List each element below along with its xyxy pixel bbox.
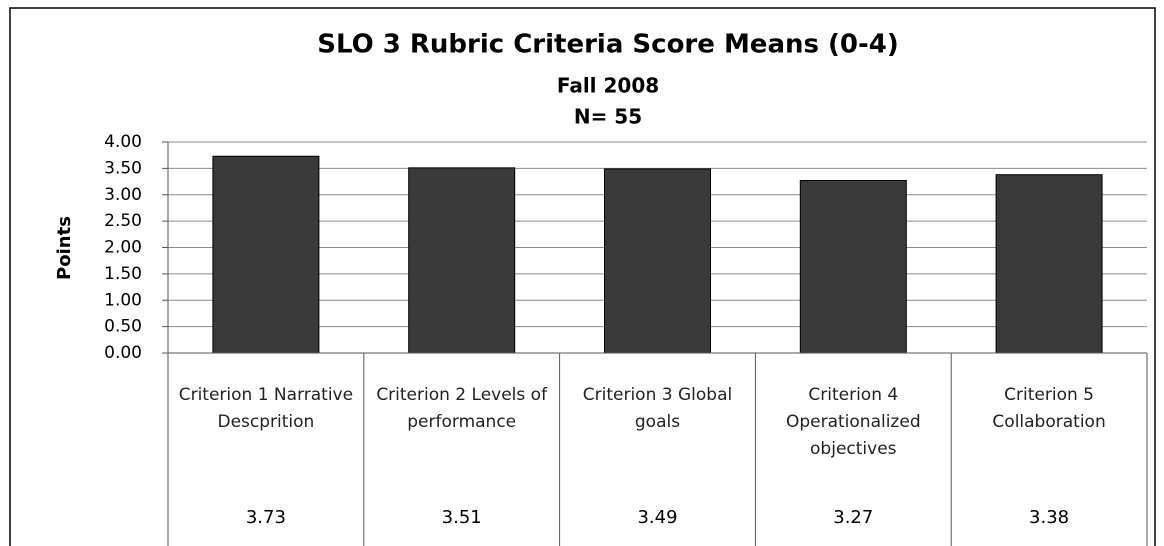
category-label: Criterion 2 Levels of performance [376,385,548,432]
chart-subtitle: Fall 2008 [557,74,659,98]
y-axis-label: Points [54,216,75,280]
y-tick-label: 2.50 [104,211,142,231]
bar [995,174,1103,354]
y-tick-label: 0.00 [104,343,142,363]
bar [604,168,711,354]
bar [408,167,516,354]
bar [212,155,320,354]
category-label: Criterion 1 Narrative Descprition [178,385,354,432]
y-tick-label: 3.50 [104,158,142,178]
data-table-value: 3.38 [1029,507,1069,528]
data-table-value: 3.49 [637,507,677,528]
y-tick-label: 4.00 [104,132,142,152]
y-tick-label: 1.00 [104,290,142,310]
category-label: Criterion 4 Operationalized objectives [785,385,921,459]
data-table-value: 3.73 [246,507,286,528]
category-label: Criterion 5 Collaboration [992,385,1106,432]
data-table-value: 3.51 [442,507,482,528]
y-tick-label: 0.50 [104,317,142,337]
chart-border [9,7,1156,546]
y-tick-label: 1.50 [104,264,142,284]
chart-title: SLO 3 Rubric Criteria Score Means (0-4) [317,30,899,60]
y-tick-label: 3.00 [104,185,142,205]
data-table-value: 3.27 [833,507,873,528]
bar [799,180,907,354]
category-label: Criterion 3 Global goals [582,385,733,432]
y-tick-label: 2.00 [104,238,142,258]
chart-subtitle: N= 55 [574,105,642,129]
